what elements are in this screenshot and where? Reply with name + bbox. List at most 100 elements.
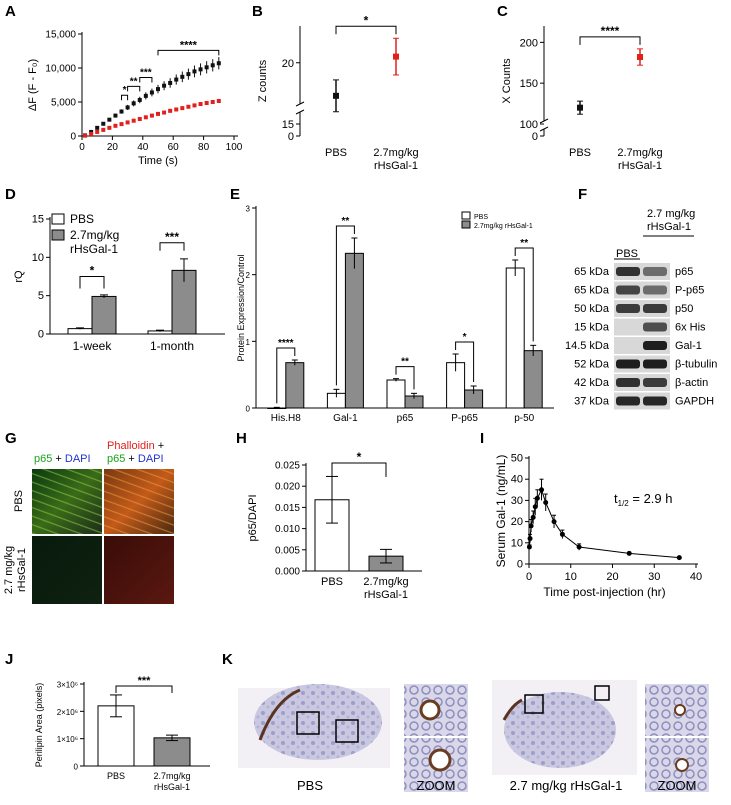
panel-label-a: A: [5, 3, 16, 20]
if-col2-label-2: p65 + DAPI: [107, 453, 164, 465]
panel-label-i: I: [480, 430, 484, 447]
data-point: [539, 487, 545, 493]
if-row-label-treat-2: rHsGal-1: [16, 548, 28, 592]
bar: [386, 379, 406, 409]
data-point: [576, 544, 582, 550]
if-image-pbs-merge-texture: [104, 469, 174, 534]
y-tick-label: 0: [70, 132, 76, 143]
x-tick-label: Gal-1: [333, 413, 358, 424]
y-tick-label: 100: [520, 119, 538, 131]
chart-h: 0.000 0.005 0.010 0.015 0.020 0.025 p65/DAPI PB…: [247, 450, 422, 601]
blot-kda-label: 52 kDa: [574, 359, 610, 371]
significance-label: ***: [165, 230, 179, 244]
x-tick-label: 100: [226, 142, 243, 153]
data-point: [174, 77, 179, 82]
panel-label-k: K: [222, 651, 233, 668]
blot-band: [616, 304, 640, 313]
y-tick-label: 2×10⁶: [57, 708, 78, 717]
significance-label: ***: [140, 68, 152, 79]
bar: [153, 737, 191, 767]
y-tick-label: 15: [32, 214, 44, 226]
half-life-annotation: t1/2 = 2.9 h: [614, 491, 672, 508]
x-tick-label: rHsGal-1: [154, 782, 190, 792]
data-point: [204, 65, 209, 70]
significance-bracket: [335, 225, 355, 386]
data-point: [577, 104, 583, 111]
panel-label-j: J: [5, 651, 13, 668]
x-tick-label: 20: [606, 571, 618, 583]
histology-pbs-texture: [254, 684, 382, 760]
x-axis-label: Time (s): [138, 155, 178, 167]
x-tick-label: His.H8: [271, 413, 301, 424]
chart-a: 0 5,000 10,000 15,000 0 20 40 60 80 100 Time (s) ΔF…: [27, 30, 243, 168]
y-tick-label: 0: [246, 405, 251, 414]
data-point: [543, 500, 549, 506]
x-tick-label: 60: [168, 142, 180, 153]
significance-bracket: [159, 242, 185, 251]
y-tick-label: 0.015: [275, 503, 300, 514]
y-tick-label: 150: [520, 78, 538, 90]
legend-label: rHsGal-1: [70, 242, 118, 256]
data-point: [198, 67, 203, 72]
significance-label: ****: [180, 39, 198, 51]
blot-kda-label: 42 kDa: [574, 377, 610, 389]
y-tick-label: 30: [511, 495, 523, 507]
blot-band: [643, 322, 667, 332]
panel-label-e: E: [230, 186, 240, 203]
x-tick-label: PBS: [569, 147, 591, 159]
y-tick-label: 200: [520, 37, 538, 49]
adipocyte: [428, 748, 452, 772]
significance-bracket: [335, 25, 397, 35]
data-point: [156, 111, 160, 116]
blot-protein-label: p65: [675, 266, 693, 278]
blot-protein-label: β-actin: [675, 377, 708, 389]
significance-label: **: [401, 357, 409, 368]
bar: [505, 267, 525, 409]
data-point: [637, 54, 643, 61]
if-col2-label-1: Phalloidin +: [107, 440, 164, 452]
y-tick-label: 10: [32, 252, 44, 264]
legend-label: 2.7mg/kg rHsGal-1: [474, 223, 533, 230]
y-tick-label: 20: [511, 516, 523, 528]
significance-label: *: [463, 332, 467, 343]
legend-swatch: [461, 220, 471, 229]
y-axis-label: p65/DAPI: [247, 494, 259, 541]
x-tick-label: 20: [107, 142, 119, 153]
significance-label: ****: [278, 338, 294, 349]
data-point: [186, 104, 191, 109]
histology-treat-stain: [502, 698, 523, 721]
data-point: [216, 61, 221, 66]
y-tick-label: 50: [511, 453, 523, 465]
adipocyte: [674, 704, 686, 716]
data-point: [186, 72, 191, 77]
y-tick-label: 1: [246, 338, 251, 347]
axis-break: [295, 101, 305, 115]
y-tick-label: 0: [38, 329, 44, 341]
y-tick-label: 0: [532, 131, 538, 143]
significance-label: ***: [138, 675, 152, 687]
histology-panel: PBS ZOOM 2.7 mg/kg rHsGal-1 ZOOM: [238, 680, 709, 793]
blot-protein-label: p50: [675, 303, 693, 315]
blot-protein-label: β-tubulin: [675, 359, 717, 371]
data-point: [143, 93, 148, 98]
data-point: [526, 544, 532, 550]
y-axis-label: Protein Expression/Control: [236, 254, 246, 361]
x-tick-label: 2.7mg/kg: [153, 771, 190, 781]
significance-label: ****: [601, 24, 620, 38]
x-tick-label: P-p65: [451, 413, 478, 424]
y-tick-label: 2: [246, 271, 251, 280]
x-tick-label: 80: [198, 142, 210, 153]
x-axis-label: Time post-injection (hr): [543, 585, 665, 599]
significance-bracket: [121, 94, 129, 101]
legend-swatch: [51, 229, 65, 241]
if-row-label-pbs: PBS: [13, 490, 25, 512]
bar: [344, 252, 364, 409]
adipocyte: [419, 699, 441, 721]
panel-label-h: H: [236, 430, 247, 447]
x-tick-label: 0: [526, 571, 532, 583]
data-point: [83, 133, 88, 138]
blot-band: [643, 359, 667, 369]
x-tick-label: rHsGal-1: [374, 160, 418, 172]
y-tick-label: 3: [246, 205, 251, 214]
y-tick-label: 40: [511, 474, 523, 486]
